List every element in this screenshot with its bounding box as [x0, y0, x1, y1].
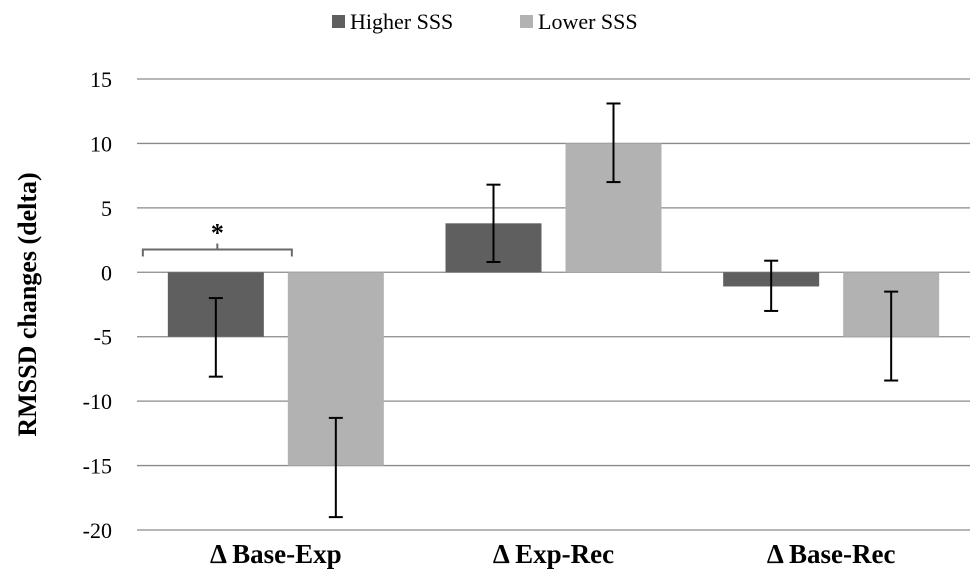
- x-tick-label: Δ Exp-Rec: [493, 539, 614, 569]
- significance-marker: *: [211, 219, 224, 248]
- bars: [167, 143, 940, 466]
- legend-label: Lower SSS: [538, 9, 638, 34]
- y-axis-label: RMSSD changes (delta): [13, 172, 42, 436]
- error-bars: [208, 102, 899, 519]
- legend-swatch: [520, 15, 533, 28]
- annotations: *: [141, 219, 293, 257]
- x-tick-label: Δ Base-Exp: [210, 539, 342, 569]
- x-tick-label: Δ Base-Rec: [767, 539, 896, 569]
- significance-bracket: [141, 248, 293, 257]
- y-tick-label: 5: [101, 196, 112, 221]
- grid-lines: [137, 78, 970, 531]
- y-axis: 15 10 5 0 -5 -10 -15 -20: [83, 67, 112, 543]
- legend-swatch: [332, 15, 345, 28]
- y-tick-label: -10: [83, 389, 112, 414]
- y-tick-label: 15: [90, 67, 112, 92]
- legend: Higher SSS Lower SSS: [332, 9, 638, 34]
- legend-label: Higher SSS: [350, 9, 453, 34]
- y-tick-label: 10: [90, 131, 112, 156]
- y-tick-label: -15: [83, 454, 112, 479]
- y-tick-label: -5: [94, 325, 112, 350]
- y-tick-label: -20: [83, 518, 112, 543]
- x-axis: Δ Base-Exp Δ Exp-Rec Δ Base-Rec: [210, 539, 896, 569]
- y-tick-label: 0: [101, 260, 112, 285]
